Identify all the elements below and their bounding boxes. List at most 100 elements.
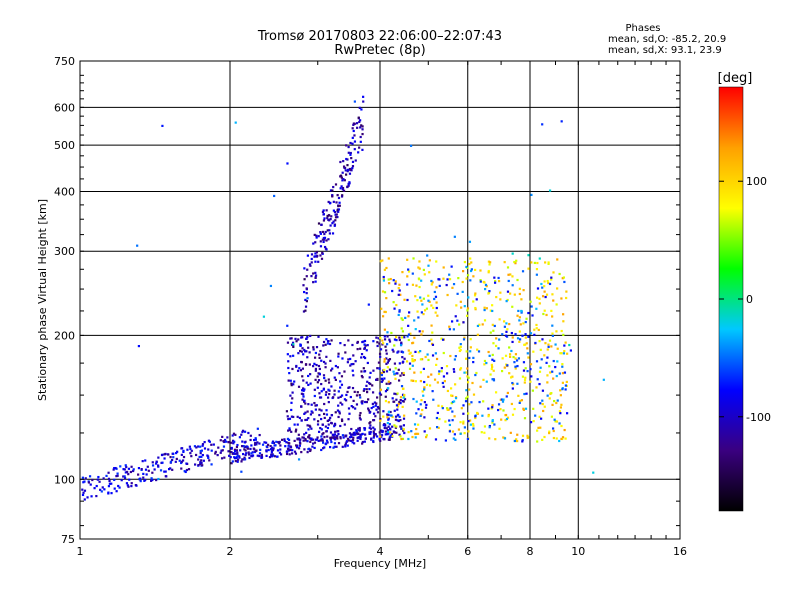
- data-point: [317, 335, 320, 338]
- data-point: [468, 262, 471, 266]
- data-point: [345, 434, 348, 437]
- data-point: [527, 267, 530, 270]
- data-point: [562, 333, 565, 336]
- data-point: [485, 361, 488, 365]
- data-point: [267, 448, 270, 452]
- data-point: [358, 414, 361, 417]
- data-point: [134, 484, 137, 487]
- data-point: [341, 179, 344, 182]
- data-point: [497, 408, 500, 412]
- data-point: [490, 363, 493, 366]
- data-point: [400, 327, 403, 330]
- data-point: [380, 429, 383, 432]
- data-point: [361, 340, 364, 344]
- data-point: [535, 323, 538, 327]
- data-point: [390, 414, 393, 417]
- data-point: [380, 307, 383, 310]
- data-point: [542, 312, 545, 316]
- data-point: [297, 338, 300, 341]
- data-point: [407, 437, 410, 441]
- data-point: [338, 372, 341, 375]
- data-point: [555, 437, 558, 440]
- data-point: [380, 377, 384, 380]
- data-point: [402, 400, 405, 403]
- data-point: [358, 394, 361, 397]
- data-point: [462, 404, 465, 407]
- data-point: [508, 322, 511, 326]
- data-point: [412, 360, 415, 363]
- data-point: [506, 364, 509, 367]
- data-point: [298, 441, 302, 444]
- data-point: [535, 327, 538, 330]
- data-point: [142, 472, 145, 475]
- data-point: [298, 438, 301, 441]
- data-point: [315, 363, 318, 367]
- data-point: [197, 458, 200, 461]
- data-point: [483, 319, 487, 322]
- data-point: [419, 371, 422, 374]
- data-point: [290, 452, 294, 455]
- data-point: [505, 363, 508, 366]
- data-point: [437, 404, 440, 407]
- data-point: [399, 396, 403, 399]
- data-point: [292, 415, 295, 419]
- data-point: [396, 392, 399, 395]
- data-point: [483, 431, 486, 434]
- data-point: [386, 432, 389, 436]
- data-point: [413, 319, 416, 322]
- data-point: [243, 456, 246, 459]
- data-point: [428, 300, 431, 303]
- data-point: [551, 403, 554, 406]
- data-point: [334, 216, 338, 219]
- data-point: [474, 415, 477, 418]
- data-point: [320, 257, 324, 260]
- data-point: [393, 338, 397, 341]
- data-point: [541, 389, 545, 392]
- data-point: [540, 417, 543, 420]
- data-point: [304, 298, 307, 302]
- data-point: [328, 381, 331, 384]
- data-point: [411, 435, 414, 439]
- data-point: [454, 397, 458, 400]
- data-point: [507, 279, 510, 283]
- data-point: [352, 129, 355, 133]
- data-point: [516, 433, 519, 436]
- data-point: [339, 160, 342, 164]
- data-point: [382, 415, 385, 418]
- data-point: [284, 445, 287, 448]
- data-point: [523, 417, 527, 420]
- data-point: [322, 360, 326, 364]
- data-point: [201, 464, 204, 467]
- data-point: [397, 293, 400, 296]
- data-point: [169, 460, 173, 463]
- data-point: [402, 417, 406, 420]
- data-point: [425, 403, 428, 406]
- data-point: [182, 449, 185, 453]
- data-point: [474, 373, 477, 377]
- data-point: [302, 353, 305, 356]
- data-point: [393, 392, 396, 395]
- data-point: [244, 458, 247, 461]
- data-point: [340, 383, 344, 386]
- data-point: [319, 245, 323, 248]
- data-point: [480, 431, 483, 434]
- data-point: [397, 350, 400, 353]
- data-point: [422, 297, 425, 300]
- data-point: [298, 416, 302, 420]
- data-point: [403, 414, 406, 417]
- data-point: [352, 436, 355, 439]
- data-point: [428, 271, 431, 274]
- data-point: [258, 454, 261, 458]
- data-point: [113, 487, 116, 490]
- data-point: [406, 275, 409, 278]
- data-point: [107, 471, 110, 474]
- data-point: [110, 492, 113, 495]
- data-point: [521, 439, 524, 442]
- data-point: [436, 314, 439, 317]
- data-point: [232, 442, 235, 445]
- data-point: [379, 393, 383, 396]
- data-point: [319, 232, 322, 235]
- data-point: [402, 371, 405, 375]
- data-point: [167, 453, 170, 456]
- data-point: [304, 309, 307, 312]
